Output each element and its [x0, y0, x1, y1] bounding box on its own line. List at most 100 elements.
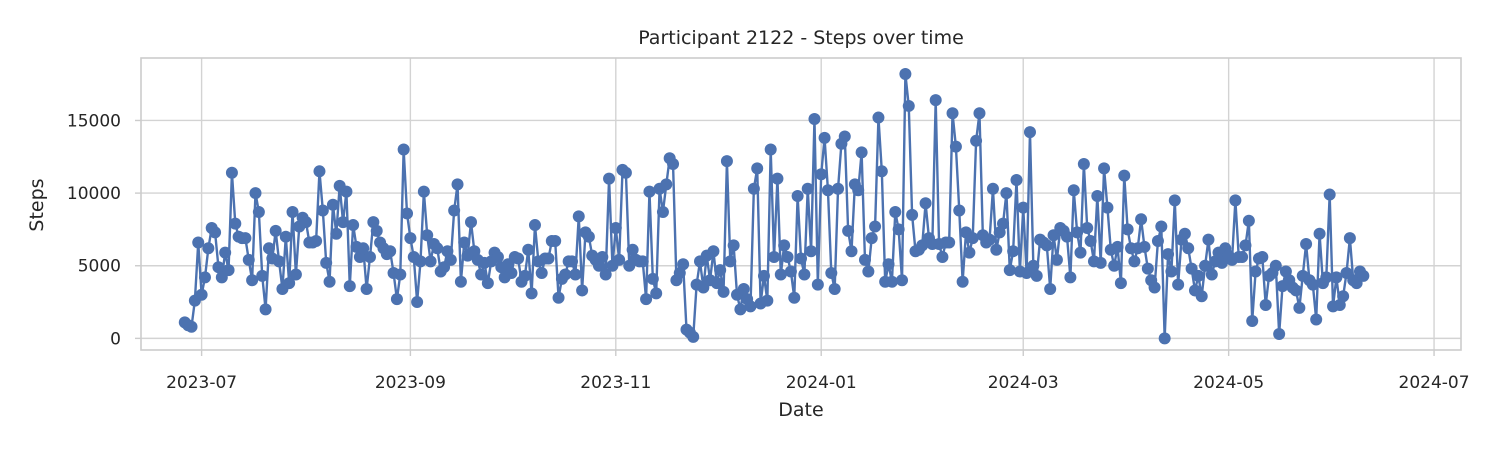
- steps-data-point: [491, 251, 504, 264]
- steps-data-point: [885, 275, 898, 288]
- steps-data-point: [1027, 259, 1040, 272]
- steps-data-point: [970, 134, 983, 147]
- steps-data-point: [656, 205, 669, 218]
- steps-data-point: [481, 277, 494, 290]
- steps-data-point: [330, 227, 343, 240]
- steps-data-point: [1003, 264, 1016, 277]
- steps-data-point: [404, 232, 417, 245]
- steps-data-point: [650, 287, 663, 300]
- steps-data-point: [1108, 259, 1121, 272]
- steps-data-point: [929, 94, 942, 107]
- steps-data-point: [219, 246, 232, 259]
- steps-data-point: [640, 293, 653, 306]
- steps-data-point: [337, 216, 350, 229]
- steps-data-point: [549, 235, 562, 248]
- steps-data-point: [1158, 332, 1171, 345]
- steps-data-point: [528, 219, 541, 232]
- steps-data-point: [249, 187, 262, 200]
- x-tick-label: 2023-11: [580, 373, 651, 393]
- steps-data-point: [862, 265, 875, 278]
- steps-data-point: [313, 165, 326, 178]
- steps-data-point: [566, 255, 579, 268]
- steps-data-point: [360, 282, 373, 295]
- steps-data-point: [677, 258, 690, 271]
- steps-data-point: [781, 251, 794, 264]
- steps-data-point: [1313, 227, 1326, 240]
- steps-data-point: [384, 245, 397, 258]
- y-tick-label: 15000: [67, 111, 121, 131]
- steps-data-point: [838, 130, 851, 143]
- x-tick-label: 2023-09: [375, 373, 446, 393]
- steps-data-point: [1162, 248, 1175, 261]
- steps-data-point: [946, 107, 959, 120]
- y-axis-label: Steps: [26, 178, 48, 231]
- steps-data-point: [370, 224, 383, 237]
- steps-data-point: [1077, 158, 1090, 171]
- steps-data-point: [1199, 259, 1212, 272]
- steps-data-point: [788, 291, 801, 304]
- steps-data-point: [222, 264, 235, 277]
- steps-data-point: [1084, 235, 1097, 248]
- steps-data-point: [1101, 201, 1114, 214]
- steps-data-point: [902, 99, 915, 112]
- steps-data-point: [724, 255, 737, 268]
- steps-data-point: [475, 268, 488, 281]
- steps-data-point: [1114, 277, 1127, 290]
- steps-data-point: [1007, 245, 1020, 258]
- steps-data-point: [811, 278, 824, 291]
- steps-data-point: [771, 172, 784, 185]
- steps-data-point: [357, 242, 370, 255]
- steps-data-point: [801, 182, 814, 195]
- steps-data-point: [1023, 126, 1036, 139]
- steps-data-point: [518, 269, 531, 282]
- steps-data-point: [559, 268, 572, 281]
- steps-series-line: [183, 72, 1365, 340]
- steps-data-point: [1000, 187, 1013, 200]
- steps-data-point: [892, 223, 905, 236]
- steps-data-point: [198, 271, 211, 284]
- steps-data-point: [1182, 242, 1195, 255]
- steps-data-point: [1135, 213, 1148, 226]
- steps-data-point: [242, 253, 255, 266]
- steps-data-point: [1071, 226, 1084, 239]
- steps-data-point: [451, 178, 464, 191]
- steps-data-point: [1118, 169, 1131, 182]
- steps-data-point: [289, 268, 302, 281]
- steps-data-point: [1121, 223, 1134, 236]
- steps-data-point: [1091, 190, 1104, 203]
- steps-data-point: [279, 230, 292, 243]
- steps-data-point: [667, 158, 680, 171]
- x-tick-label: 2023-07: [166, 373, 237, 393]
- steps-data-point: [599, 268, 612, 281]
- steps-data-point: [542, 252, 555, 265]
- steps-data-point: [966, 232, 979, 245]
- steps-data-point: [1155, 220, 1168, 233]
- steps-data-point: [687, 330, 700, 343]
- steps-data-point: [525, 287, 538, 300]
- steps-data-point: [1064, 271, 1077, 284]
- steps-data-point: [646, 272, 659, 285]
- steps-data-point: [300, 216, 312, 229]
- steps-data-point: [316, 204, 329, 217]
- steps-data-point: [458, 236, 471, 249]
- steps-data-point: [1040, 239, 1053, 252]
- steps-data-point: [751, 162, 764, 175]
- steps-data-point: [791, 190, 804, 203]
- steps-data-point: [259, 303, 272, 316]
- steps-data-point: [569, 268, 582, 281]
- steps-data-point: [225, 166, 238, 179]
- steps-data-point: [1017, 201, 1030, 214]
- steps-data-point: [1310, 313, 1323, 326]
- steps-data-point: [1239, 239, 1252, 252]
- steps-data-point: [1202, 233, 1215, 246]
- steps-data-point: [417, 185, 430, 198]
- steps-data-point: [1148, 281, 1161, 294]
- steps-data-point: [576, 284, 589, 297]
- steps-data-point: [737, 282, 750, 295]
- steps-data-point: [1236, 251, 1249, 264]
- y-tick-label: 0: [110, 329, 121, 349]
- steps-data-point: [1229, 194, 1242, 207]
- steps-data-point: [717, 285, 730, 298]
- x-axis-label: Date: [778, 399, 823, 421]
- steps-data-point: [1094, 256, 1107, 269]
